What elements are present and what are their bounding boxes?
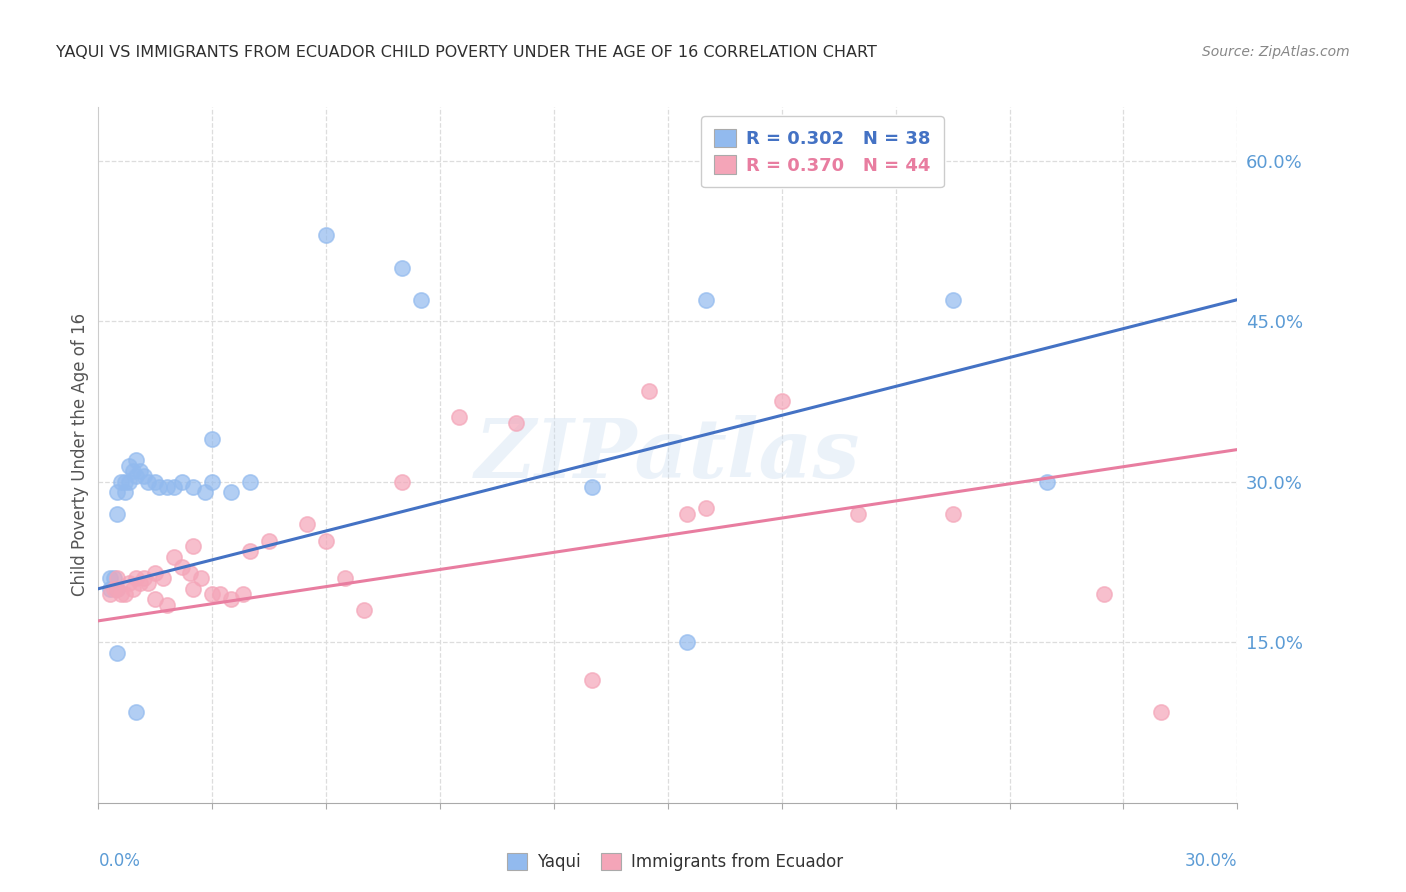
Point [581, 480, 603, 494]
Point [129, 576, 152, 591]
Point [103, 571, 125, 585]
Point [581, 673, 603, 687]
Point [179, 566, 201, 580]
Text: 0.0%: 0.0% [98, 852, 141, 870]
Point [183, 480, 205, 494]
Point [118, 458, 141, 473]
Point [107, 582, 129, 596]
Point [156, 598, 179, 612]
Point [638, 384, 661, 398]
Point [259, 533, 281, 548]
Point [114, 475, 136, 489]
Point [118, 576, 141, 591]
Point [125, 469, 148, 483]
Point [505, 416, 527, 430]
Point [132, 571, 155, 585]
Point [201, 432, 224, 446]
Point [98, 571, 121, 585]
Point [221, 592, 243, 607]
Point [103, 582, 125, 596]
Point [194, 485, 217, 500]
Point [114, 485, 136, 500]
Point [107, 485, 129, 500]
Point [129, 464, 152, 478]
Point [297, 517, 319, 532]
Point [695, 293, 717, 307]
Point [221, 485, 243, 500]
Text: Source: ZipAtlas.com: Source: ZipAtlas.com [1202, 45, 1350, 59]
Text: ZIPatlas: ZIPatlas [475, 415, 860, 495]
Point [1150, 705, 1173, 719]
Point [114, 587, 136, 601]
Point [156, 480, 179, 494]
Point [107, 571, 129, 585]
Point [98, 587, 121, 601]
Point [136, 475, 159, 489]
Point [145, 592, 167, 607]
Point [190, 571, 212, 585]
Point [676, 635, 699, 649]
Point [170, 560, 193, 574]
Point [121, 464, 143, 478]
Point [121, 582, 143, 596]
Point [107, 582, 129, 596]
Text: YAQUI VS IMMIGRANTS FROM ECUADOR CHILD POVERTY UNDER THE AGE OF 16 CORRELATION C: YAQUI VS IMMIGRANTS FROM ECUADOR CHILD P… [56, 45, 877, 60]
Point [942, 293, 965, 307]
Point [1036, 475, 1059, 489]
Point [145, 566, 167, 580]
Point [163, 549, 186, 564]
Point [107, 507, 129, 521]
Legend: R = 0.302   N = 38, R = 0.370   N = 44: R = 0.302 N = 38, R = 0.370 N = 44 [702, 116, 943, 187]
Point [107, 646, 129, 660]
Point [110, 587, 132, 601]
Point [183, 582, 205, 596]
Point [110, 475, 132, 489]
Point [136, 576, 159, 591]
Point [145, 475, 167, 489]
Point [770, 394, 793, 409]
Point [676, 507, 699, 521]
Point [335, 571, 357, 585]
Point [846, 507, 869, 521]
Point [449, 410, 471, 425]
Point [239, 544, 262, 558]
Point [315, 228, 337, 243]
Legend: Yaqui, Immigrants from Ecuador: Yaqui, Immigrants from Ecuador [499, 845, 851, 880]
Text: 30.0%: 30.0% [1185, 852, 1237, 870]
Point [183, 539, 205, 553]
Point [239, 475, 262, 489]
Y-axis label: Child Poverty Under the Age of 16: Child Poverty Under the Age of 16 [70, 313, 89, 597]
Point [125, 571, 148, 585]
Point [118, 475, 141, 489]
Point [132, 469, 155, 483]
Point [942, 507, 965, 521]
Point [201, 475, 224, 489]
Point [208, 587, 231, 601]
Point [125, 453, 148, 467]
Point [391, 260, 413, 275]
Point [232, 587, 254, 601]
Point [695, 501, 717, 516]
Point [353, 603, 375, 617]
Point [411, 293, 433, 307]
Point [125, 705, 148, 719]
Point [98, 582, 121, 596]
Point [163, 480, 186, 494]
Point [152, 571, 174, 585]
Point [201, 587, 224, 601]
Point [1094, 587, 1116, 601]
Point [148, 480, 170, 494]
Point [315, 533, 337, 548]
Point [391, 475, 413, 489]
Point [170, 475, 193, 489]
